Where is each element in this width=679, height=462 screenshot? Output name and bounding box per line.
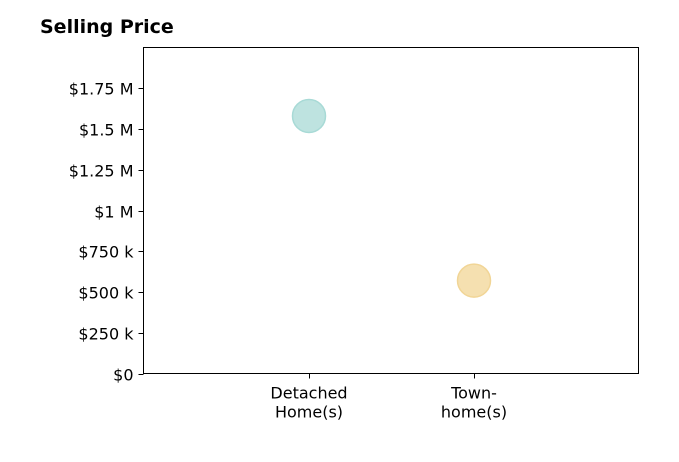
data-points — [291, 98, 492, 298]
y-tick-label: $1 M — [94, 203, 133, 222]
x-tick-label: Town-home(s) — [441, 384, 507, 422]
y-axis: $0 $250 k $500 k $750 k $1 M $1.25 M $1.5 M $1.… — [69, 80, 144, 385]
y-tick-label: $1.75 M — [69, 80, 134, 99]
y-tick-label: $0 — [113, 366, 133, 385]
plot-frame — [143, 47, 639, 374]
y-tick-label: $1.5 M — [79, 121, 134, 140]
y-tick-label: $750 k — [78, 243, 134, 262]
y-tick-label: $250 k — [78, 325, 134, 344]
x-axis: Detached Home(s) Town-home(s) — [270, 373, 507, 422]
x-tick-label: Detached Home(s) — [270, 384, 347, 422]
data-point — [456, 263, 492, 298]
y-tick-label: $1.25 M — [69, 162, 134, 181]
data-point — [291, 98, 327, 134]
chart-title: Selling Price — [40, 16, 174, 38]
y-tick-label: $500 k — [78, 284, 134, 303]
